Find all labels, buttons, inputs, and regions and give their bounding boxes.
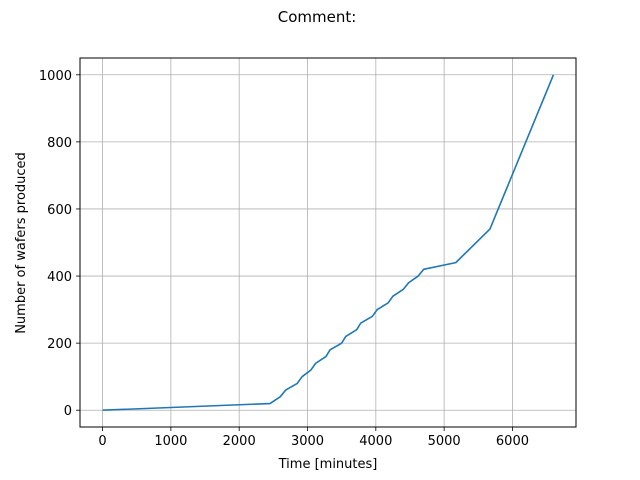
ticks: 0 1000 2000 3000 4000 5000 6000 0 200 400 600 800 10… <box>39 69 529 449</box>
series-layer <box>102 74 555 412</box>
grid <box>80 58 576 427</box>
chart-title: Comment: <box>278 8 357 26</box>
y-tick-label: 400 <box>47 270 72 285</box>
x-tick-label: 4000 <box>359 434 392 449</box>
x-axis-label: Time [minutes] <box>278 457 378 472</box>
y-tick-label: 800 <box>47 136 72 151</box>
y-tick-label: 200 <box>47 337 72 352</box>
plot-frame <box>79 57 577 428</box>
y-tick-label: 600 <box>47 203 72 218</box>
x-tick-label: 3000 <box>291 434 324 449</box>
series-line-0 <box>102 74 555 412</box>
y-tick-label: 1000 <box>39 69 72 84</box>
x-tick-label: 2000 <box>223 434 256 449</box>
x-tick-label: 6000 <box>496 434 529 449</box>
y-axis-label: Number of wafers produced <box>14 152 29 334</box>
x-tick-label: 1000 <box>154 434 187 449</box>
x-tick-label: 5000 <box>428 434 461 449</box>
x-tick-label: 0 <box>98 434 106 449</box>
y-tick-label: 0 <box>64 404 72 419</box>
